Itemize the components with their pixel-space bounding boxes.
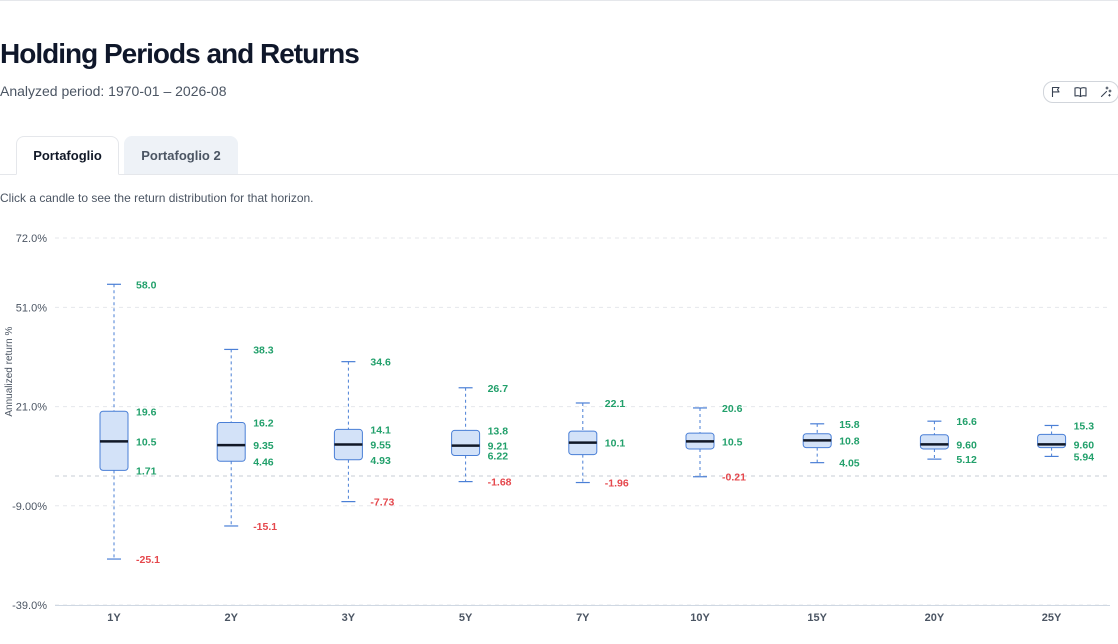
- label-median: 9.55: [370, 439, 391, 451]
- label-max: 20.6: [722, 403, 743, 415]
- tab-portafoglio-2[interactable]: Portafoglio 2: [124, 136, 238, 174]
- candle-10Y[interactable]: [685, 407, 715, 478]
- y-tick-label: -9.00%: [12, 501, 47, 513]
- x-tick-label: 15Y: [807, 612, 827, 624]
- y-tick-label: 51.0%: [16, 302, 47, 314]
- y-tick-label: 72.0%: [16, 233, 47, 245]
- label-median: 9.60: [1074, 439, 1095, 451]
- label-max: 34.6: [370, 357, 391, 369]
- label-median: 10.1: [605, 438, 626, 450]
- chart-hint: Click a candle to see the return distrib…: [0, 191, 314, 205]
- y-axis-title: Annualized return %: [4, 326, 15, 416]
- candle-2Y[interactable]: [216, 348, 246, 527]
- book-icon[interactable]: [1073, 84, 1089, 100]
- x-tick-label: 2Y: [224, 612, 238, 624]
- label-median: 9.21: [488, 441, 509, 453]
- label-max: 22.1: [605, 398, 626, 410]
- label-min: 5.94: [1074, 451, 1095, 463]
- portfolio-tabs: Portafoglio Portafoglio 2: [0, 134, 1118, 175]
- sparkles-icon[interactable]: [1098, 84, 1114, 100]
- label-median: 10.5: [722, 436, 743, 448]
- candle-3Y[interactable]: [333, 361, 363, 503]
- label-min: -25.1: [136, 554, 160, 566]
- x-tick-label: 5Y: [459, 612, 473, 624]
- top-divider: [0, 0, 1118, 1]
- iqr-box: [1037, 433, 1067, 449]
- label-q3: 19.6: [136, 406, 157, 418]
- page-title: Holding Periods and Returns: [0, 38, 360, 69]
- candle-7Y[interactable]: [568, 402, 598, 484]
- label-min: -1.68: [488, 477, 512, 489]
- iqr-box: [451, 429, 481, 456]
- holding-period-boxplot: 72.0% 51.0% 21.0% -9.00% -39.0% Annualized re…: [4, 233, 1110, 624]
- label-q1: 4.46: [253, 456, 274, 468]
- x-tick-label: 3Y: [342, 612, 356, 624]
- label-median: 9.60: [956, 439, 977, 451]
- label-max: 38.3: [253, 344, 274, 356]
- candle-20Y[interactable]: [919, 420, 949, 460]
- x-tick-label: 25Y: [1042, 612, 1062, 624]
- label-min: -7.73: [370, 497, 394, 509]
- label-max: 15.8: [839, 419, 860, 431]
- y-tick-label: 21.0%: [16, 402, 47, 414]
- x-tick-label: 1Y: [107, 612, 121, 624]
- y-tick-label: -39.0%: [12, 600, 47, 612]
- label-q3: 14.1: [370, 424, 391, 436]
- label-median: 9.35: [253, 440, 274, 452]
- x-tick-label: 20Y: [925, 612, 945, 624]
- iqr-box: [216, 421, 246, 462]
- candle-1Y[interactable]: [99, 283, 129, 560]
- label-q3: 13.8: [488, 425, 509, 437]
- label-q1: 6.22: [488, 450, 509, 462]
- analyzed-period: Analyzed period: 1970-01 – 2026-08: [0, 83, 227, 99]
- label-min: -1.96: [605, 478, 629, 490]
- x-tick-label: 10Y: [690, 612, 710, 624]
- label-median: 10.5: [136, 436, 157, 448]
- x-tick-label: 7Y: [576, 612, 590, 624]
- label-max: 15.3: [1074, 420, 1095, 432]
- tab-portafoglio[interactable]: Portafoglio: [16, 136, 119, 175]
- label-min: -15.1: [253, 521, 277, 533]
- label-q1: 4.93: [370, 455, 391, 467]
- label-q3: 16.2: [253, 417, 274, 429]
- candle-5Y[interactable]: [451, 387, 481, 483]
- label-min: -0.21: [722, 472, 746, 484]
- label-min: 5.12: [956, 454, 977, 466]
- label-max: 58.0: [136, 279, 157, 291]
- action-group: [1043, 81, 1118, 103]
- flag-icon[interactable]: [1048, 84, 1064, 100]
- label-min: 4.05: [839, 458, 860, 470]
- candle-15Y[interactable]: [802, 423, 832, 464]
- label-max: 16.6: [956, 416, 977, 428]
- iqr-box: [919, 434, 949, 450]
- label-q1: 1.71: [136, 465, 157, 477]
- label-median: 10.8: [839, 435, 860, 447]
- label-max: 26.7: [488, 383, 509, 395]
- candle-25Y[interactable]: [1037, 424, 1067, 458]
